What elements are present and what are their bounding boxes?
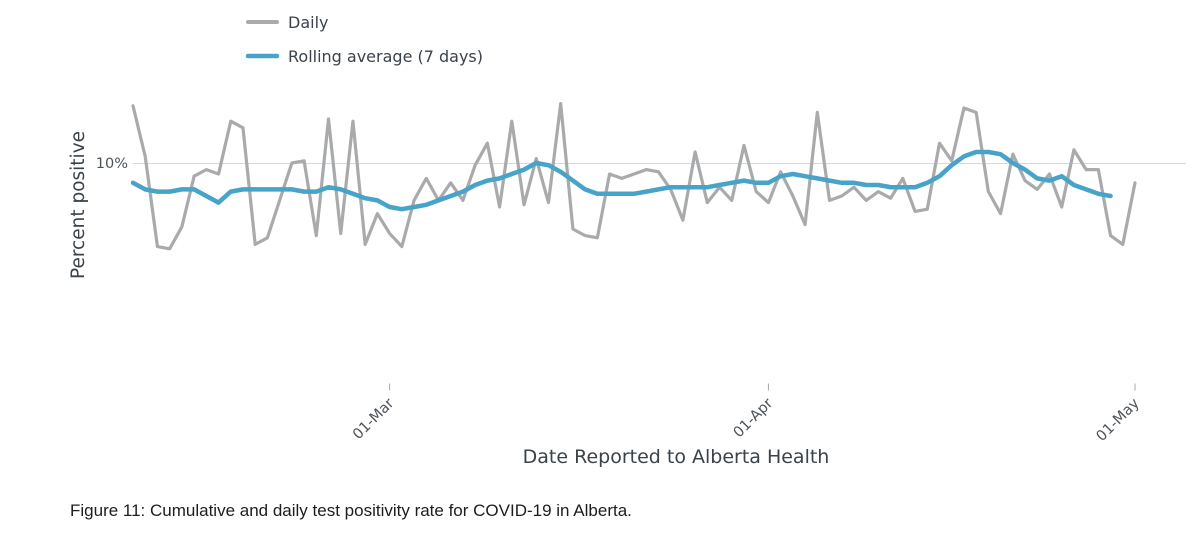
legend: Daily Rolling average (7 days) (245, 13, 483, 66)
y-axis-title: Percent positive (68, 131, 89, 279)
x-tick-label-may: 01-May (1094, 395, 1144, 445)
legend-rolling-label: Rolling average (7 days) (288, 47, 483, 66)
x-tick-label-mar: 01-Mar (350, 395, 397, 442)
x-axis-title: Date Reported to Alberta Health (523, 446, 830, 468)
y-tick-label: 10% (96, 156, 128, 172)
rolling-average-line (130, 149, 1113, 212)
daily-line (131, 101, 1137, 251)
legend-daily-label: Daily (288, 13, 328, 32)
x-tick-label-apr: 01-Apr (731, 395, 777, 441)
figure-caption: Figure 11: Cumulative and daily test pos… (70, 501, 632, 520)
x-axis: 01-Mar 01-Apr 01-May Date Reported to Al… (350, 383, 1144, 468)
